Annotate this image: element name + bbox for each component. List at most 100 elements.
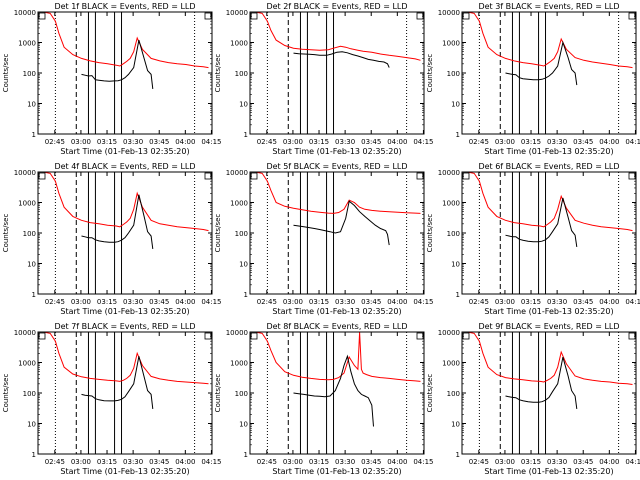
y-axis-label: Counts/sec [2, 374, 10, 413]
x-tick-label: 04:15 [625, 298, 640, 306]
series-events [505, 356, 578, 409]
panel-6: Det 6f BLACK = Events, RED = LLD 1 10 100 10… [426, 162, 640, 316]
x-tick-label: 02:45 [45, 458, 65, 466]
x-axis-label: Start Time (01-Feb-13 02:35:20) [484, 147, 613, 156]
corner-marker [628, 12, 636, 20]
x-tick-label: 03:15 [97, 138, 117, 146]
corner-marker [462, 12, 470, 20]
x-tick-label: 04:15 [413, 458, 433, 466]
y-axis-label: Counts/sec [426, 214, 434, 253]
corner-marker [38, 332, 46, 340]
x-tick-label: 02:45 [257, 138, 277, 146]
y-axis-label: Counts/sec [214, 214, 222, 253]
y-tick-label: 1000 [18, 360, 36, 368]
corner-marker [204, 332, 212, 340]
x-tick-label: 04:00 [387, 298, 407, 306]
panel-title: Det 8f BLACK = Events, RED = LLD [266, 322, 407, 331]
corner-marker [204, 172, 212, 180]
y-tick-label: 100 [235, 390, 248, 398]
series-lld [38, 171, 209, 232]
series-events [293, 354, 374, 427]
corner-marker [38, 172, 46, 180]
panel-title: Det 7f BLACK = Events, RED = LLD [54, 322, 195, 331]
y-tick-label: 100 [235, 230, 248, 238]
x-tick-label: 04:15 [625, 138, 640, 146]
x-tick-label: 02:45 [469, 138, 489, 146]
x-axis-label: Start Time (01-Feb-13 02:35:20) [272, 307, 401, 316]
x-tick-label: 04:00 [387, 458, 407, 466]
y-axis-label: Counts/sec [2, 214, 10, 253]
panel-7: Det 7f BLACK = Events, RED = LLD 1 10 100 10… [2, 322, 222, 476]
x-tick-label: 03:45 [573, 138, 593, 146]
x-tick-label: 03:45 [149, 138, 169, 146]
y-tick-label: 100 [23, 230, 36, 238]
corner-marker [204, 12, 212, 20]
y-tick-label: 100 [23, 390, 36, 398]
x-tick-label: 03:00 [495, 298, 515, 306]
y-tick-label: 100 [447, 390, 460, 398]
x-tick-label: 04:00 [387, 138, 407, 146]
y-tick-label: 1 [32, 451, 36, 459]
panel-title: Det 9f BLACK = Events, RED = LLD [478, 322, 619, 331]
series-lld [250, 171, 421, 214]
x-tick-label: 03:30 [123, 298, 143, 306]
y-tick-label: 10000 [438, 329, 460, 337]
x-tick-label: 04:00 [599, 138, 619, 146]
y-tick-label: 1000 [230, 40, 248, 48]
x-tick-label: 03:45 [573, 458, 593, 466]
x-tick-label: 04:00 [175, 138, 195, 146]
y-tick-label: 1 [244, 451, 248, 459]
y-axis-label: Counts/sec [426, 54, 434, 93]
x-tick-label: 03:45 [149, 298, 169, 306]
series-events [81, 356, 154, 409]
y-tick-label: 10000 [14, 9, 36, 17]
y-tick-label: 10 [451, 261, 460, 269]
series-events [81, 194, 154, 249]
x-tick-label: 04:00 [175, 458, 195, 466]
panel-5: Det 5f BLACK = Events, RED = LLD 1 10 100 10… [214, 162, 434, 316]
x-tick-label: 03:15 [309, 138, 329, 146]
x-tick-label: 03:45 [573, 298, 593, 306]
plot-frame [249, 331, 425, 455]
x-tick-label: 03:00 [71, 458, 91, 466]
y-tick-label: 1 [456, 291, 460, 299]
series-events [293, 200, 390, 246]
panel-3: Det 3f BLACK = Events, RED = LLD 1 10 100 10… [426, 2, 640, 156]
x-axis-label: Start Time (01-Feb-13 02:35:20) [60, 147, 189, 156]
x-axis-label: Start Time (01-Feb-13 02:35:20) [272, 147, 401, 156]
x-tick-label: 03:30 [123, 458, 143, 466]
plot-frame [461, 11, 637, 135]
x-tick-label: 03:45 [361, 458, 381, 466]
y-tick-label: 100 [447, 70, 460, 78]
y-tick-label: 100 [235, 70, 248, 78]
series-events [81, 39, 154, 89]
panel-title: Det 3f BLACK = Events, RED = LLD [478, 2, 619, 11]
x-tick-label: 03:30 [123, 138, 143, 146]
y-tick-label: 10 [451, 421, 460, 429]
corner-marker [250, 12, 258, 20]
x-tick-label: 03:00 [71, 298, 91, 306]
corner-marker [628, 172, 636, 180]
x-tick-label: 04:15 [201, 458, 221, 466]
x-tick-label: 03:15 [309, 458, 329, 466]
x-tick-label: 02:45 [257, 458, 277, 466]
x-tick-label: 02:45 [469, 298, 489, 306]
panel-1: Det 1f BLACK = Events, RED = LLD 1 10 100 10… [2, 2, 222, 156]
series-events [505, 40, 578, 86]
series-lld [250, 11, 421, 61]
y-tick-label: 1 [32, 131, 36, 139]
y-tick-label: 1000 [230, 200, 248, 208]
y-tick-label: 100 [447, 230, 460, 238]
y-axis-label: Counts/sec [214, 54, 222, 93]
x-tick-label: 04:15 [413, 138, 433, 146]
y-axis-label: Counts/sec [426, 374, 434, 413]
x-tick-label: 03:15 [521, 298, 541, 306]
x-axis-label: Start Time (01-Feb-13 02:35:20) [484, 307, 613, 316]
y-tick-label: 100 [23, 70, 36, 78]
x-tick-label: 02:45 [469, 458, 489, 466]
plot-frame [461, 171, 637, 295]
panel-title: Det 1f BLACK = Events, RED = LLD [54, 2, 195, 11]
panel-title: Det 5f BLACK = Events, RED = LLD [266, 162, 407, 171]
series-lld [38, 11, 209, 69]
y-tick-label: 10 [239, 421, 248, 429]
